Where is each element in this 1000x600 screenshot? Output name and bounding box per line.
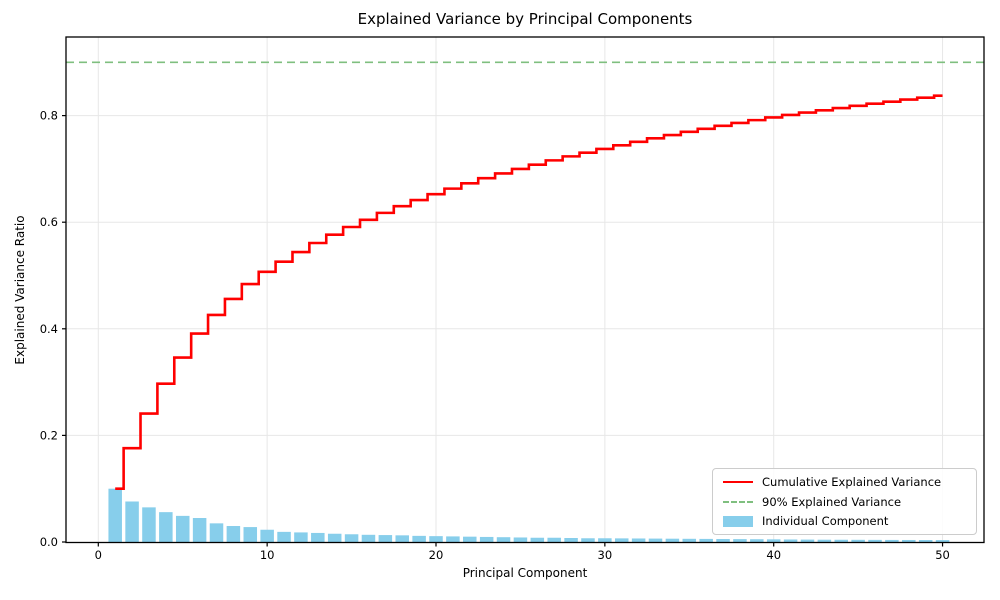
variance-bar	[564, 538, 578, 543]
variance-bar	[142, 507, 156, 543]
variance-bar	[631, 538, 646, 543]
y-tick-label: 0.0	[40, 535, 58, 549]
variance-bar	[716, 539, 730, 543]
variance-bar	[277, 531, 291, 543]
variance-bar	[918, 540, 933, 543]
x-tick-label: 40	[766, 548, 781, 562]
x-axis-label: Principal Component	[462, 566, 588, 580]
variance-bar	[125, 501, 139, 543]
variance-bar	[463, 536, 477, 543]
variance-bar	[530, 537, 545, 543]
variance-bar	[800, 539, 815, 543]
variance-bar	[108, 488, 122, 543]
variance-bar	[260, 529, 274, 543]
red-line-sample-icon	[723, 480, 753, 483]
legend: Cumulative Explained Variance 90% Explai…	[712, 468, 977, 535]
axes-frame	[65, 36, 985, 544]
variance-bar	[344, 534, 359, 543]
variance-bar	[361, 534, 376, 543]
variance-bar	[327, 533, 342, 543]
variance-bar	[581, 538, 595, 543]
chart-title: Explained Variance by Principal Componen…	[357, 10, 693, 28]
x-tick-label: 30	[598, 548, 613, 562]
variance-bar	[665, 538, 680, 543]
variance-bar	[598, 538, 612, 543]
variance-bar	[851, 539, 865, 543]
y-tick-label: 0.8	[40, 109, 58, 123]
x-tick-label: 20	[429, 548, 444, 562]
variance-bar	[682, 538, 697, 543]
legend-item-cumulative: Cumulative Explained Variance	[723, 472, 970, 492]
y-tick-label: 0.4	[40, 322, 58, 336]
variance-bar	[750, 539, 764, 543]
variance-bar	[766, 539, 781, 543]
variance-bar	[209, 523, 224, 543]
x-tick-label: 10	[260, 548, 275, 562]
variance-bar	[294, 532, 308, 543]
variance-bar	[192, 518, 207, 543]
variance-bar	[395, 535, 409, 543]
variance-bar	[868, 539, 882, 543]
green-dashed-line-sample-icon	[723, 500, 753, 503]
variance-bar	[783, 539, 798, 543]
variance-bar	[885, 539, 899, 543]
variance-bar	[226, 526, 241, 543]
legend-label-cumulative: Cumulative Explained Variance	[762, 474, 942, 489]
variance-bar	[902, 539, 916, 543]
y-tick-label: 0.2	[40, 428, 58, 442]
variance-bar	[479, 536, 494, 543]
variance-bar	[733, 539, 747, 543]
x-tick-label: 50	[935, 548, 950, 562]
legend-label-individual: Individual Component	[762, 514, 889, 529]
variance-bar	[496, 537, 511, 543]
variance-bar	[614, 538, 629, 543]
variance-bar	[834, 539, 848, 543]
variance-bar	[935, 540, 950, 543]
variance-bar	[513, 537, 528, 543]
y-axis-label: Explained Variance Ratio	[13, 215, 27, 365]
variance-bar	[446, 536, 460, 543]
variance-bar	[175, 515, 190, 543]
variance-bar	[243, 527, 258, 543]
variance-bar	[429, 536, 443, 543]
variance-bar	[412, 535, 426, 543]
y-tick-label: 0.6	[40, 215, 58, 229]
variance-bar	[699, 538, 713, 543]
legend-item-individual: Individual Component	[723, 511, 970, 531]
variance-bar	[159, 512, 173, 543]
cumulative-step-line	[115, 94, 943, 490]
variance-bar	[378, 535, 393, 543]
skyblue-patch-sample-icon	[723, 515, 753, 527]
variance-bar	[648, 538, 663, 543]
variance-bar	[311, 532, 325, 543]
variance-bar	[817, 539, 832, 543]
x-tick-label: 0	[95, 548, 102, 562]
variance-bar	[547, 537, 561, 543]
legend-item-90-threshold: 90% Explained Variance	[723, 492, 970, 512]
legend-label-90-threshold: 90% Explained Variance	[762, 494, 902, 509]
